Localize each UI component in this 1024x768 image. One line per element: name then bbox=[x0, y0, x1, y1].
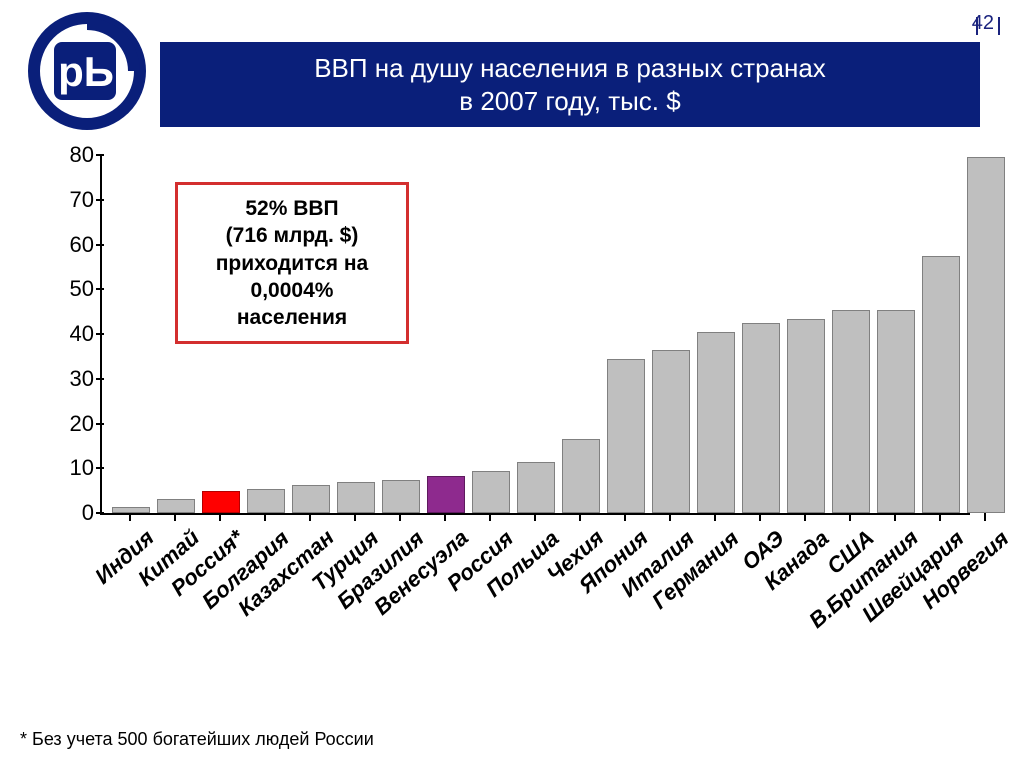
bar bbox=[967, 157, 1005, 513]
callout-line: населения bbox=[192, 304, 392, 331]
x-tick-mark bbox=[669, 513, 671, 521]
bar bbox=[157, 499, 195, 513]
x-tick-mark bbox=[849, 513, 851, 521]
slide-root: 42 рЬ ВВП на душу населения в разных стр… bbox=[0, 0, 1024, 768]
y-axis: 01020304050607080 bbox=[40, 155, 100, 515]
title-line-2: в 2007 году, тыс. $ bbox=[160, 85, 980, 118]
bar bbox=[427, 476, 465, 513]
x-tick-mark bbox=[939, 513, 941, 521]
y-tick-label: 10 bbox=[44, 455, 94, 481]
y-tick-mark bbox=[96, 333, 104, 335]
title-bar: ВВП на душу населения в разных странах в… bbox=[160, 42, 980, 127]
logo-svg: рЬ bbox=[28, 12, 146, 130]
callout-line: (716 млрд. $) bbox=[192, 222, 392, 249]
callout-line: приходится на bbox=[192, 250, 392, 277]
y-tick-mark bbox=[96, 423, 104, 425]
footnote: * Без учета 500 богатейших людей России bbox=[20, 729, 374, 750]
bar bbox=[787, 319, 825, 513]
bar bbox=[517, 462, 555, 513]
y-tick-mark bbox=[96, 378, 104, 380]
y-tick-mark bbox=[96, 244, 104, 246]
x-tick-mark bbox=[759, 513, 761, 521]
y-tick-label: 50 bbox=[44, 276, 94, 302]
x-tick-mark bbox=[804, 513, 806, 521]
x-tick-mark bbox=[129, 513, 131, 521]
bar bbox=[292, 485, 330, 513]
callout-box: 52% ВВП(716 млрд. $)приходится на0,0004%… bbox=[175, 182, 409, 344]
y-tick-label: 70 bbox=[44, 187, 94, 213]
x-tick-mark bbox=[984, 513, 986, 521]
x-tick-mark bbox=[354, 513, 356, 521]
y-tick-label: 80 bbox=[44, 142, 94, 168]
x-labels: ИндияКитайРоссия*БолгарияКазахстанТурция… bbox=[102, 525, 968, 665]
y-tick-mark bbox=[96, 288, 104, 290]
title-line-1: ВВП на душу населения в разных странах bbox=[160, 52, 980, 85]
bar bbox=[472, 471, 510, 513]
chart: 01020304050607080 ИндияКитайРоссия*Болга… bbox=[40, 155, 990, 635]
bar bbox=[202, 491, 240, 513]
callout-line: 52% ВВП bbox=[192, 195, 392, 222]
y-tick-label: 60 bbox=[44, 232, 94, 258]
bar bbox=[877, 310, 915, 513]
page-num-bar-left bbox=[976, 17, 978, 35]
y-tick-label: 30 bbox=[44, 366, 94, 392]
bar bbox=[247, 489, 285, 513]
y-tick-mark bbox=[96, 154, 104, 156]
bar bbox=[607, 359, 645, 513]
y-tick-mark bbox=[96, 467, 104, 469]
bar bbox=[562, 439, 600, 513]
y-tick-mark bbox=[96, 512, 104, 514]
bar bbox=[832, 310, 870, 513]
x-tick-mark bbox=[534, 513, 536, 521]
x-tick-mark bbox=[219, 513, 221, 521]
bar bbox=[697, 332, 735, 513]
logo: рЬ bbox=[28, 12, 146, 135]
bar bbox=[742, 323, 780, 513]
bar bbox=[382, 480, 420, 513]
y-tick-label: 40 bbox=[44, 321, 94, 347]
y-tick-label: 20 bbox=[44, 411, 94, 437]
page-number: 42 bbox=[972, 12, 994, 35]
bar bbox=[652, 350, 690, 513]
x-tick-mark bbox=[714, 513, 716, 521]
x-tick-mark bbox=[264, 513, 266, 521]
y-tick-label: 0 bbox=[44, 500, 94, 526]
page-num-bar-right bbox=[998, 17, 1000, 35]
x-tick-mark bbox=[579, 513, 581, 521]
x-tick-mark bbox=[399, 513, 401, 521]
callout-line: 0,0004% bbox=[192, 277, 392, 304]
x-tick-mark bbox=[174, 513, 176, 521]
bar bbox=[112, 507, 150, 513]
x-tick-mark bbox=[444, 513, 446, 521]
x-tick-mark bbox=[624, 513, 626, 521]
y-tick-mark bbox=[96, 199, 104, 201]
svg-text:рЬ: рЬ bbox=[58, 48, 114, 95]
x-tick-mark bbox=[309, 513, 311, 521]
bar bbox=[922, 256, 960, 513]
x-tick-mark bbox=[894, 513, 896, 521]
bar bbox=[337, 482, 375, 513]
x-tick-mark bbox=[489, 513, 491, 521]
